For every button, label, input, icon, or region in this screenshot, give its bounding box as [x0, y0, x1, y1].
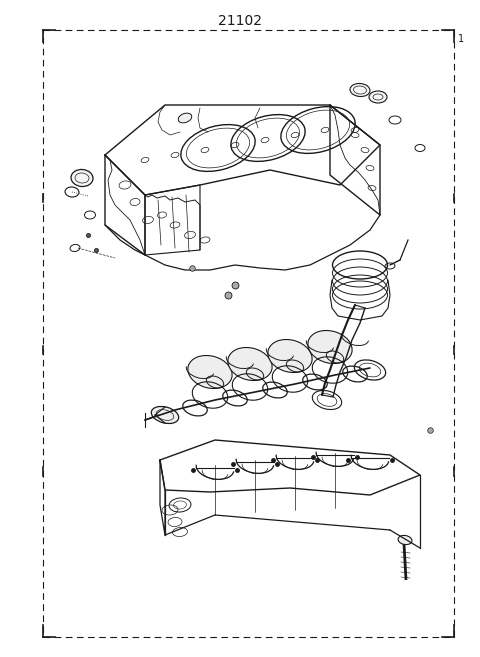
Text: 1: 1 [457, 34, 464, 43]
Text: 21102: 21102 [218, 14, 262, 28]
Ellipse shape [369, 91, 387, 103]
Ellipse shape [151, 407, 179, 424]
Ellipse shape [71, 170, 93, 187]
Ellipse shape [268, 340, 312, 373]
Bar [43, 30, 454, 637]
Ellipse shape [308, 330, 352, 363]
Ellipse shape [350, 83, 370, 97]
Ellipse shape [398, 535, 412, 545]
Ellipse shape [178, 113, 192, 123]
Ellipse shape [188, 355, 232, 388]
Ellipse shape [228, 348, 272, 380]
